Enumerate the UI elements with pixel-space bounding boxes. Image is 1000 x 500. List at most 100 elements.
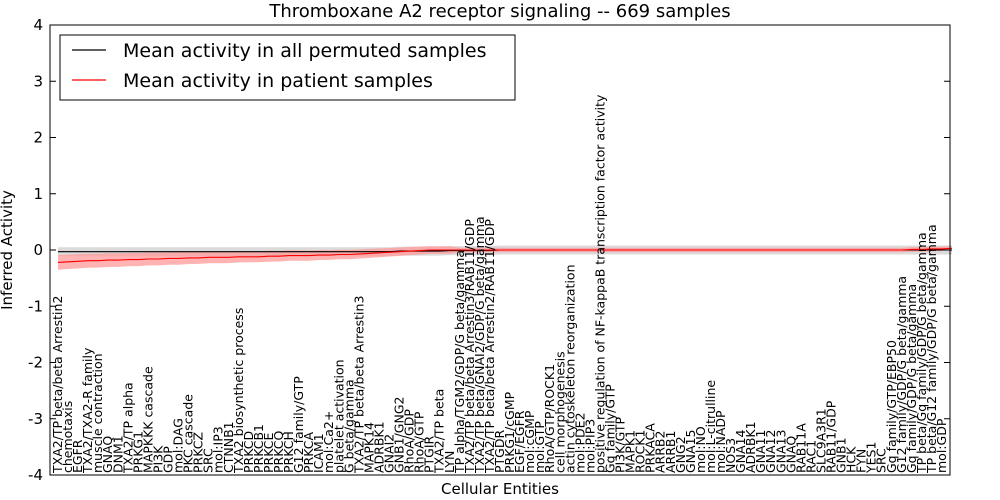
x-category-label: ADRBK1 xyxy=(743,421,758,473)
x-category-label: mol:cGMP xyxy=(522,410,537,473)
x-category-label: PTGDR xyxy=(492,430,507,473)
legend: Mean activity in all permuted samples Me… xyxy=(59,34,516,101)
x-category-label: PRKCH xyxy=(281,431,296,473)
x-category-label: PRKCA xyxy=(301,432,316,473)
y-axis-label: Inferred Activity xyxy=(0,190,16,310)
series-lines xyxy=(57,247,953,263)
x-category-label: TXA2/TP beta/beta Arrestin3 xyxy=(351,296,366,474)
x-category-label: GNAI2 xyxy=(382,434,397,473)
x-category-label: mol:DAG xyxy=(171,418,186,473)
x-category-label: GNA12 xyxy=(763,430,778,474)
x-category-label: TXA2/TP beta/GNAI2/GDP/G beta/gamma xyxy=(472,216,487,474)
x-category-label: TXA2/TP beta xyxy=(432,389,447,474)
x-category-label: chemotaxis xyxy=(60,401,75,473)
x-category-label: TXA2/TP beta/beta Arrestin3/RAB11/GDP xyxy=(462,219,477,474)
x-category-label: mol:PIP3 xyxy=(582,419,597,473)
x-category-label: EGFR xyxy=(70,439,85,473)
x-category-label: G beta/gamma xyxy=(341,379,356,473)
legend-box xyxy=(59,34,516,101)
x-category-label: mol:L-citrulline xyxy=(703,380,718,473)
x-category-label: MAPKKK cascade xyxy=(140,366,155,473)
patient-mean-line xyxy=(57,247,953,263)
x-category-label: DNM1 xyxy=(110,435,125,473)
x-category-label: PKC cascade xyxy=(181,394,196,473)
x-category-label: Gq family/GTP/EBP50 xyxy=(884,340,899,473)
x-category-label: ROCK1 xyxy=(633,430,648,473)
x-category-label: platelet activation xyxy=(331,359,346,473)
chart-title: Thromboxane A2 receptor signaling -- 669… xyxy=(268,1,730,22)
x-category-label: RhoA/GTP/ROCK1 xyxy=(542,364,557,473)
y-tick-label: -4 xyxy=(28,466,43,484)
x-category-label: cell morphogenesis xyxy=(552,351,567,473)
x-category-label: EGF/EGFR xyxy=(512,410,527,473)
x-category-label: TXA2/TP alpha xyxy=(120,382,135,474)
y-tick-label: -2 xyxy=(28,354,43,372)
x-category-label: RhoA/GDP xyxy=(402,409,417,473)
y-tick-label: 2 xyxy=(33,129,43,147)
x-category-label: G12 family/GDP/G beta/gamma xyxy=(894,276,909,473)
x-category-label: Gq family/GTP xyxy=(603,384,618,473)
x-category-label: mol:GTP xyxy=(532,421,547,473)
x-category-label: G12 family/GTP xyxy=(291,376,306,473)
x-category-label: GNA15 xyxy=(683,430,698,474)
x-category-label: TP beta/G12 family/GDP/G beta/gamma xyxy=(924,224,939,474)
x-category-label: muscle contraction xyxy=(90,353,105,473)
x-category-label: PRKCD xyxy=(241,431,256,473)
x-category-label: ICAM1 xyxy=(311,433,326,473)
plot-frame xyxy=(49,24,951,476)
x-category-label: PRKG1 xyxy=(130,431,145,473)
x-category-label: TP beta/Gq family/GDP/G beta/gamma xyxy=(914,232,929,474)
x-category-label: ADRBK1 xyxy=(372,421,387,473)
x-category-label: PRKACA xyxy=(643,423,658,473)
x-category-label: PRKCE xyxy=(261,433,276,473)
x-category-label: mol:Ca2+ xyxy=(321,411,336,473)
category-labels: TXA2/TP beta/beta Arrestin2chemotaxisEGF… xyxy=(50,94,949,474)
legend-label-patient: Mean activity in patient samples xyxy=(123,70,433,92)
x-category-label: SLC9A3R1 xyxy=(814,408,829,473)
y-axis-ticks: -4 -3 -2 -1 0 1 2 3 4 xyxy=(28,16,950,484)
x-axis-label: Cellular Entities xyxy=(441,480,559,498)
x-category-label: actin cytoskeleton reorganization xyxy=(562,264,577,473)
x-category-label: GNG2 xyxy=(673,436,688,473)
x-category-label: TXA2/TP beta/beta Arrestin2/RAB11/GDP xyxy=(482,219,497,474)
x-category-label: PRKG1/cGMP xyxy=(502,391,517,473)
x-category-label: PTGIR xyxy=(422,435,437,473)
x-category-label: TP alpha/TGM2/GDP/G beta/gamma xyxy=(452,250,467,474)
x-category-label: RAB11A xyxy=(793,423,808,473)
x-category-label: ARRB1 xyxy=(663,431,678,473)
y-tick-label: 4 xyxy=(33,16,43,34)
x-category-label: mol:NADP xyxy=(713,410,728,473)
x-category-label: PRKCZ xyxy=(191,432,206,473)
y-tick-label: 0 xyxy=(33,241,43,259)
y-tick-label: -1 xyxy=(28,297,43,315)
x-category-label: GNA11 xyxy=(753,430,768,474)
x-category-label: LYN xyxy=(442,451,457,473)
x-category-label: mol:NO xyxy=(693,426,708,473)
x-category-label: GNA14 xyxy=(733,429,748,473)
x-category-label: TXA2/TP beta/beta Arrestin2 xyxy=(50,296,65,474)
x-category-label: mol:GDP xyxy=(934,418,949,473)
x-category-label: PI3K xyxy=(151,445,166,473)
x-category-label: SRC xyxy=(874,448,889,473)
x-category-label: RhoA/GTP xyxy=(412,411,427,473)
x-category-label: PRKCQ xyxy=(271,431,286,473)
x-category-label: CTNNB1 xyxy=(221,421,236,473)
x-category-label: positive regulation of NF-kappaB transcr… xyxy=(593,94,608,473)
x-category-label: Gq family/GDP/G beta/gamma xyxy=(904,284,919,473)
x-category-label: RAB11/GDP xyxy=(824,400,839,473)
x-category-label: TXA2/TXA2-R family xyxy=(80,347,95,474)
x-category-label: mol:PDE2 xyxy=(572,412,587,473)
y-tick-label: -3 xyxy=(28,410,43,428)
x-category-label: ARRB2 xyxy=(653,431,668,473)
x-category-label: GNAQ xyxy=(783,436,798,473)
x-category-label: FYN xyxy=(854,449,869,473)
x-category-label: NOS3 xyxy=(723,438,738,473)
x-category-label: MAPK14 xyxy=(361,422,376,473)
x-category-label: MAPK1 xyxy=(623,430,638,473)
x-category-label: PRKCB1 xyxy=(251,424,266,473)
legend-label-permuted: Mean activity in all permuted samples xyxy=(123,40,486,62)
x-category-label: GNAQ xyxy=(100,436,115,473)
y-tick-label: 1 xyxy=(33,185,43,203)
x-category-label: PI3K/GTP xyxy=(613,417,628,473)
